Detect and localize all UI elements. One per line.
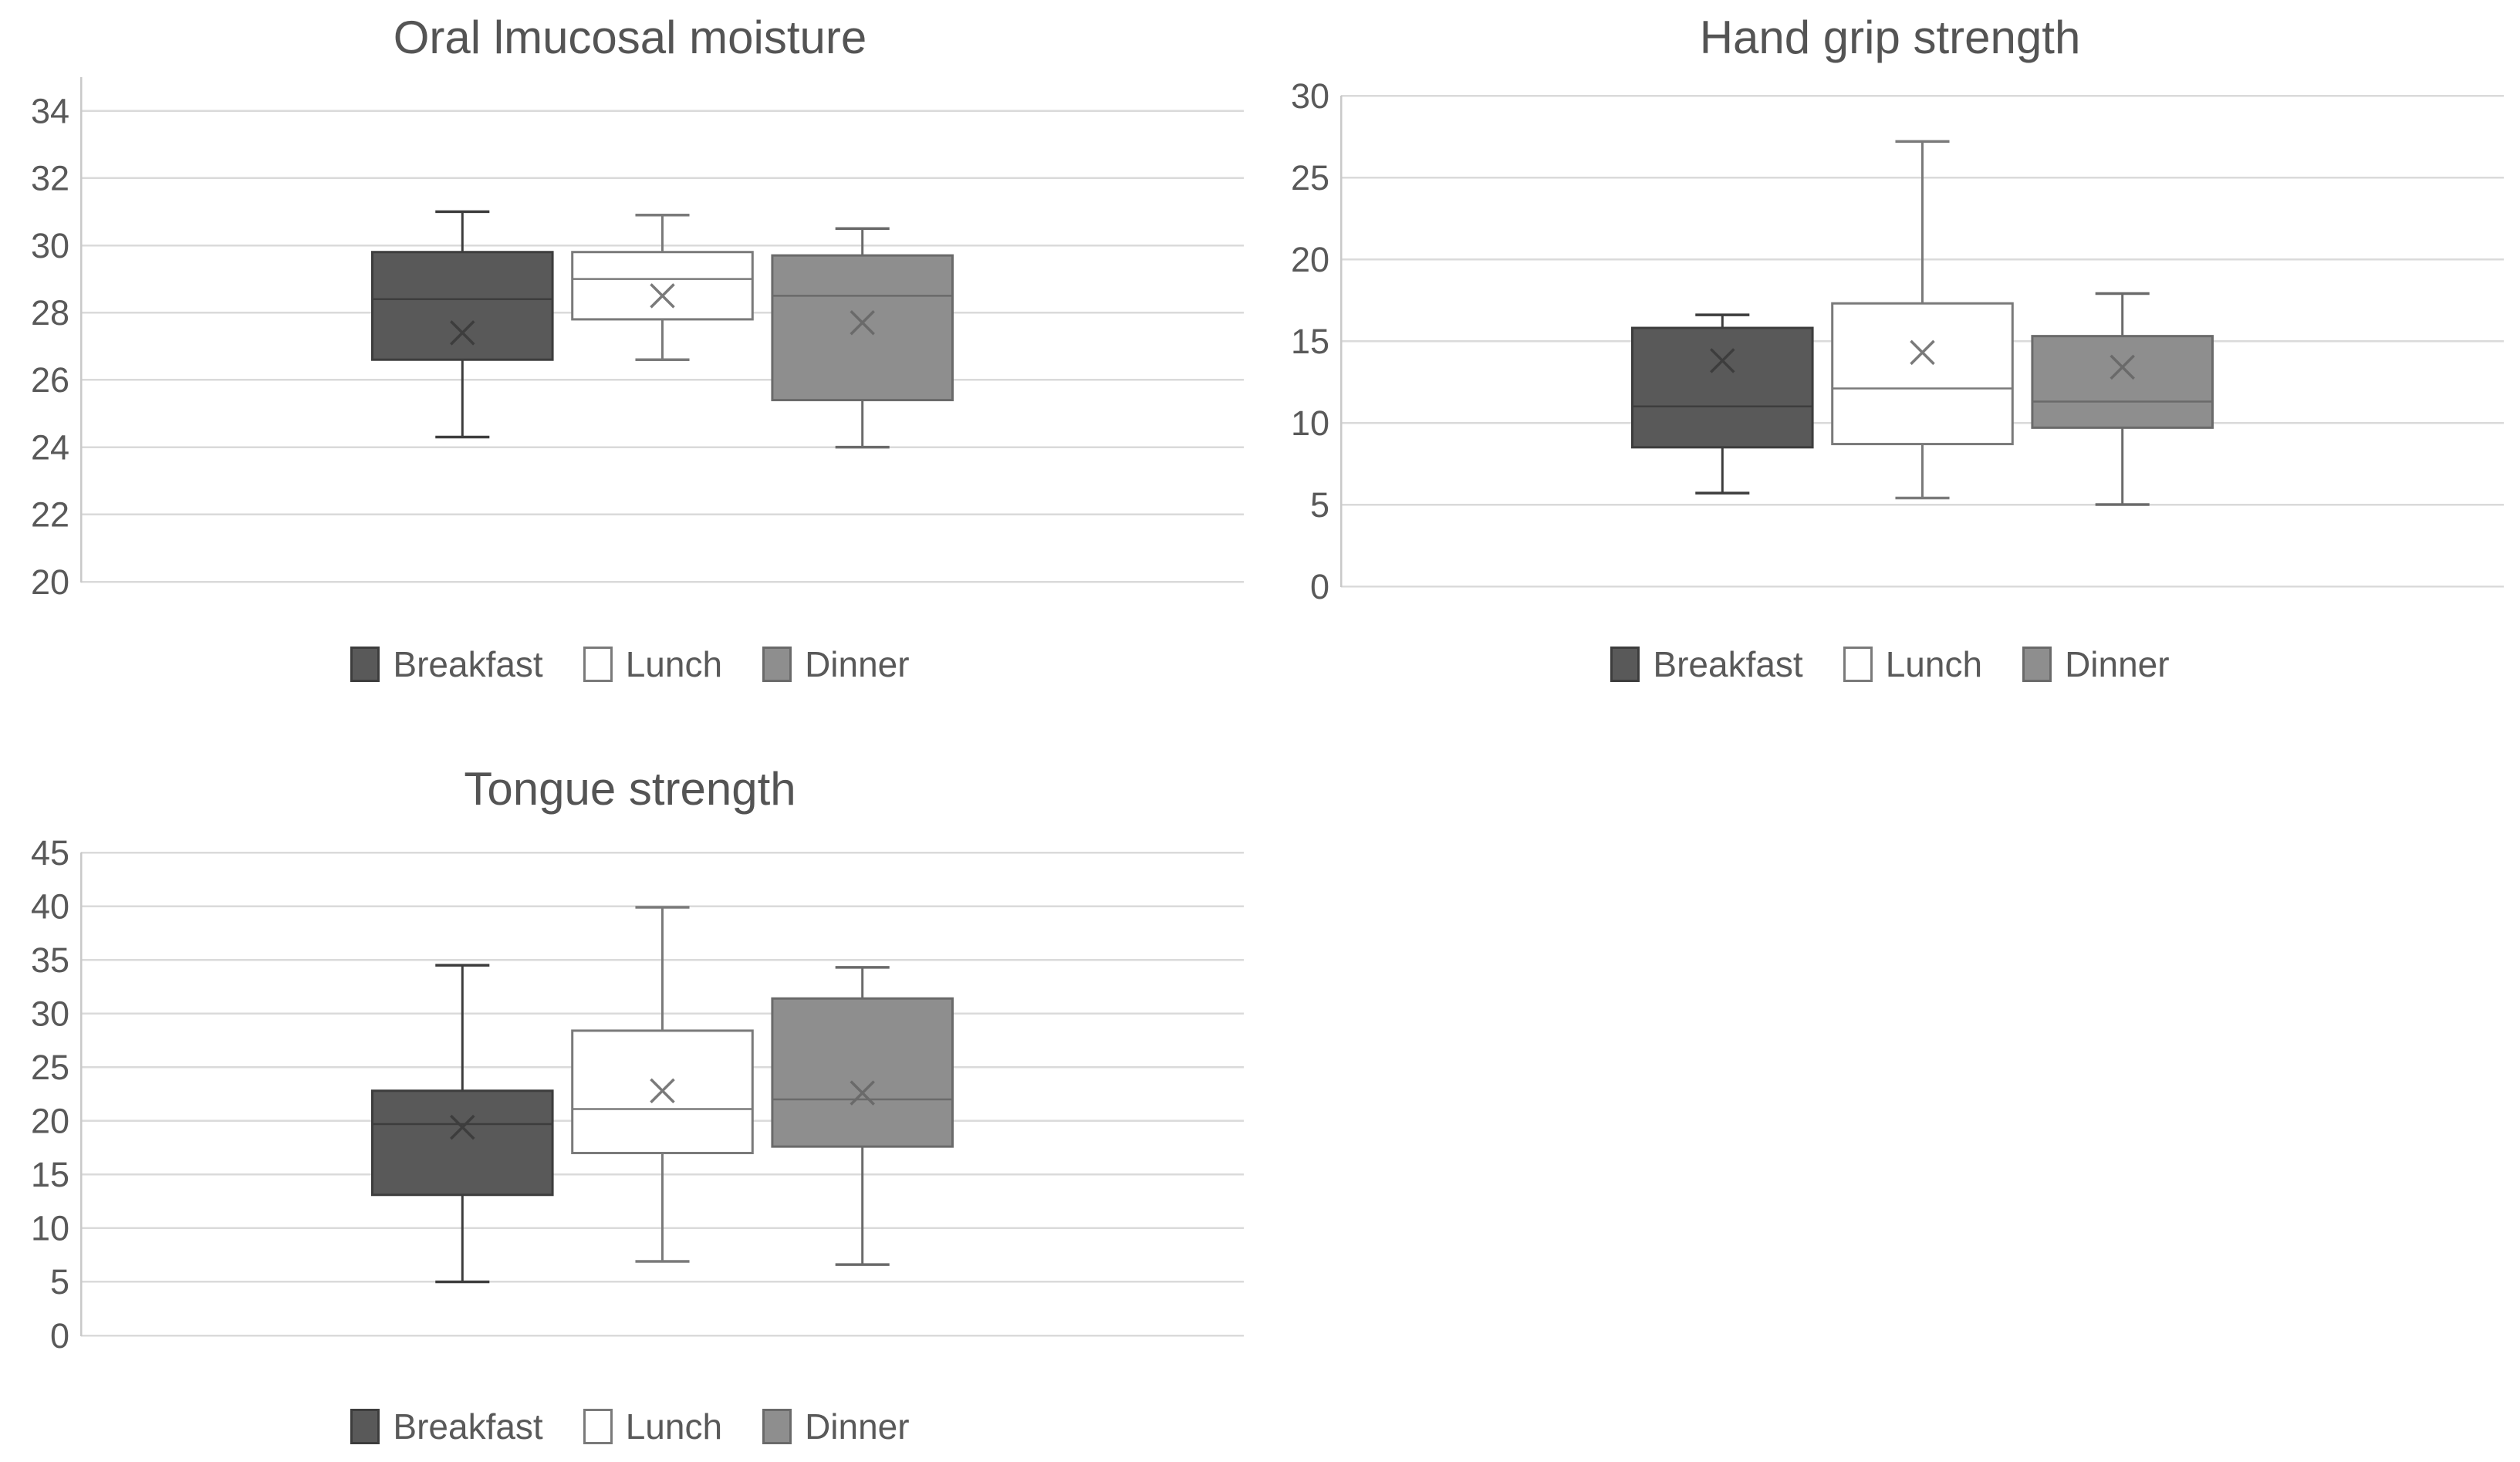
mean-x-marker (850, 1080, 875, 1106)
boxplot-svg: 20 22 24 26 28 30 32 34 (31, 77, 1244, 602)
y-axis-tick-label: 30 (31, 226, 69, 265)
mean-x-marker (450, 320, 475, 346)
y-axis-tick-label: 0 (50, 1316, 69, 1356)
y-axis-tick-label: 40 (31, 886, 69, 926)
box-series-breakfast (371, 964, 554, 1284)
legend-item-lunch: Lunch (1843, 647, 1982, 682)
box-series-dinner (771, 227, 954, 449)
y-axis-tick-label: 20 (31, 562, 69, 602)
iqr-box (1831, 302, 2014, 446)
legend-swatch-breakfast (350, 647, 380, 682)
legend-label: Breakfast (393, 1406, 543, 1447)
legend-label: Breakfast (393, 644, 543, 684)
legend-item-breakfast: Breakfast (1610, 644, 1803, 684)
iqr-box (571, 251, 754, 321)
box-series-lunch (571, 906, 754, 1263)
legend-swatch-lunch (1843, 647, 1873, 682)
iqr-box (2031, 335, 2214, 429)
legend-item-lunch: Lunch (583, 647, 722, 682)
chart-legend: Breakfast Lunch Dinner (0, 647, 1260, 682)
y-axis-tick-label: 28 (31, 293, 69, 333)
y-axis-tick-label: 45 (31, 833, 69, 873)
y-axis-tick-label: 20 (1291, 240, 1329, 279)
chart-cell-tongue-strength: Tongue strength 0 5 10 15 20 25 30 35 40 45 Break… (0, 731, 1260, 1462)
legend-swatch-lunch (583, 1409, 613, 1444)
box-series-breakfast (1631, 313, 1814, 495)
iqr-box (771, 254, 954, 402)
y-axis-tick-label: 25 (31, 1048, 69, 1087)
mean-x-marker (650, 283, 675, 309)
boxplot-svg: 0 5 10 15 20 25 30 35 40 45 (31, 833, 1244, 1356)
legend-label: Dinner (2065, 644, 2170, 684)
y-axis-tick-label: 25 (1291, 158, 1329, 198)
mean-x-marker (1710, 348, 1735, 373)
chart-legend: Breakfast Lunch Dinner (1260, 647, 2520, 682)
chart-title: Oral lmucosal moisture (393, 12, 867, 63)
y-axis-tick-label: 32 (31, 159, 69, 198)
legend-item-lunch: Lunch (583, 1409, 722, 1444)
chart-cell-oral-mucosal-moisture: Oral lmucosal moisture 20 22 24 26 28 30 32 34 … (0, 0, 1260, 731)
mean-x-marker (450, 1114, 475, 1140)
mean-x-marker (650, 1078, 675, 1104)
y-axis-tick-label: 0 (1310, 567, 1329, 606)
chart-cell-hand-grip-strength: Hand grip strength 0 5 10 15 20 25 30 Breakfas… (1260, 0, 2520, 731)
legend-label: Breakfast (1653, 644, 1803, 684)
box-series-dinner (2031, 292, 2214, 506)
y-axis-tick-label: 24 (31, 427, 69, 467)
legend-item-breakfast: Breakfast (350, 644, 543, 684)
box-series-dinner (771, 966, 954, 1266)
y-axis-tick-label: 34 (31, 91, 69, 130)
legend-label: Dinner (805, 1406, 910, 1447)
legend-swatch-breakfast (350, 1409, 380, 1444)
y-axis-tick-label: 30 (31, 994, 69, 1033)
legend-item-dinner: Dinner (2022, 647, 2170, 682)
y-axis-tick-label: 5 (50, 1262, 69, 1302)
boxplot-svg: 0 5 10 15 20 25 30 (1291, 76, 2504, 606)
y-axis-tick-label: 22 (31, 495, 69, 535)
legend-item-dinner: Dinner (762, 1409, 910, 1444)
legend-swatch-lunch (583, 647, 613, 682)
iqr-box (371, 251, 554, 361)
y-axis-tick-label: 35 (31, 940, 69, 980)
legend-label: Lunch (1885, 644, 1983, 684)
legend-label: Lunch (625, 1406, 723, 1447)
y-axis-tick-label: 15 (1291, 322, 1329, 361)
box-series-breakfast (371, 210, 554, 439)
y-axis-tick-label: 26 (31, 360, 69, 400)
legend-item-breakfast: Breakfast (350, 1406, 543, 1447)
legend-swatch-breakfast (1610, 647, 1640, 682)
chart-cell-empty (1260, 731, 2520, 1462)
box-series-lunch (1831, 140, 2014, 500)
chart-legend: Breakfast Lunch Dinner (0, 1409, 1260, 1444)
iqr-box (371, 1089, 554, 1197)
legend-swatch-dinner (762, 647, 792, 682)
chart-title: Tongue strength (464, 763, 796, 815)
legend-swatch-dinner (762, 1409, 792, 1444)
mean-x-marker (2110, 354, 2135, 380)
y-axis-tick-label: 15 (31, 1155, 69, 1194)
y-axis-tick-label: 30 (1291, 76, 1329, 116)
iqr-box (1631, 326, 1814, 449)
legend-swatch-dinner (2022, 647, 2052, 682)
mean-x-marker (1910, 339, 1935, 366)
legend-label: Dinner (805, 644, 910, 684)
chart-title: Hand grip strength (1699, 12, 2081, 63)
legend-label: Lunch (625, 644, 723, 684)
legend-item-dinner: Dinner (762, 647, 910, 682)
y-axis-tick-label: 10 (1291, 403, 1329, 443)
mean-x-marker (850, 310, 875, 336)
iqr-box (771, 997, 954, 1148)
y-axis-tick-label: 20 (31, 1102, 69, 1141)
box-series-lunch (571, 214, 754, 361)
y-axis-tick-label: 5 (1310, 485, 1329, 525)
y-axis-tick-label: 10 (31, 1209, 69, 1248)
